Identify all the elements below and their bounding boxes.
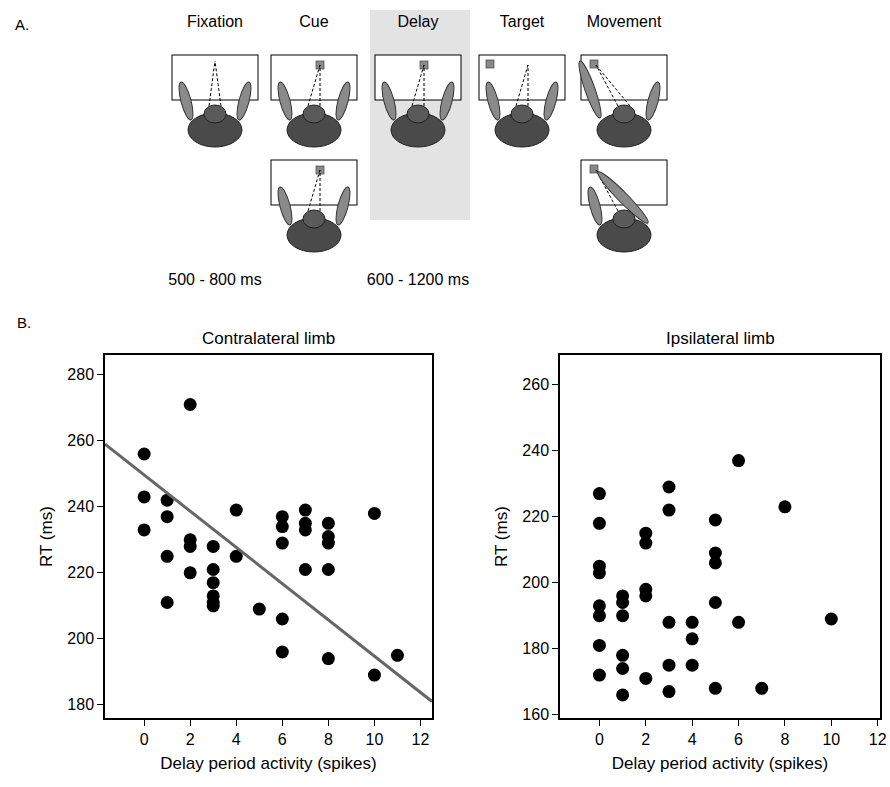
svg-text:260: 260 <box>67 432 94 449</box>
svg-text:RT (ms): RT (ms) <box>37 506 56 567</box>
svg-text:Cue: Cue <box>299 13 328 30</box>
svg-text:500 - 800 ms: 500 - 800 ms <box>168 271 261 288</box>
svg-text:Movement: Movement <box>587 13 662 30</box>
svg-text:0: 0 <box>140 731 149 748</box>
svg-text:RT (ms): RT (ms) <box>492 506 511 567</box>
svg-text:Fixation: Fixation <box>187 13 243 30</box>
svg-text:Delay: Delay <box>398 13 439 30</box>
svg-text:8: 8 <box>780 731 789 748</box>
svg-text:240: 240 <box>67 498 94 515</box>
svg-text:12: 12 <box>412 731 430 748</box>
svg-text:B.: B. <box>17 314 31 331</box>
svg-text:6: 6 <box>278 731 287 748</box>
svg-text:10: 10 <box>822 731 840 748</box>
svg-text:12: 12 <box>869 731 887 748</box>
svg-text:Delay period activity (spikes): Delay period activity (spikes) <box>612 754 828 773</box>
svg-text:600 - 1200 ms: 600 - 1200 ms <box>367 271 469 288</box>
svg-text:280: 280 <box>67 366 94 383</box>
svg-text:Contralateral limb: Contralateral limb <box>202 329 335 348</box>
svg-text:4: 4 <box>688 731 697 748</box>
svg-text:240: 240 <box>522 442 549 459</box>
svg-text:220: 220 <box>67 564 94 581</box>
svg-text:Delay period activity (spikes): Delay period activity (spikes) <box>160 754 376 773</box>
svg-text:2: 2 <box>641 731 650 748</box>
svg-text:8: 8 <box>324 731 333 748</box>
svg-text:200: 200 <box>67 630 94 647</box>
svg-text:Ipsilateral limb: Ipsilateral limb <box>666 329 775 348</box>
svg-text:160: 160 <box>522 706 549 723</box>
svg-text:180: 180 <box>522 640 549 657</box>
svg-text:A.: A. <box>15 16 29 33</box>
svg-text:6: 6 <box>734 731 743 748</box>
svg-text:10: 10 <box>366 731 384 748</box>
svg-text:4: 4 <box>232 731 241 748</box>
svg-text:220: 220 <box>522 508 549 525</box>
svg-text:2: 2 <box>186 731 195 748</box>
svg-text:200: 200 <box>522 574 549 591</box>
svg-text:0: 0 <box>595 731 604 748</box>
svg-text:260: 260 <box>522 376 549 393</box>
svg-text:180: 180 <box>67 696 94 713</box>
svg-text:Target: Target <box>500 13 545 30</box>
